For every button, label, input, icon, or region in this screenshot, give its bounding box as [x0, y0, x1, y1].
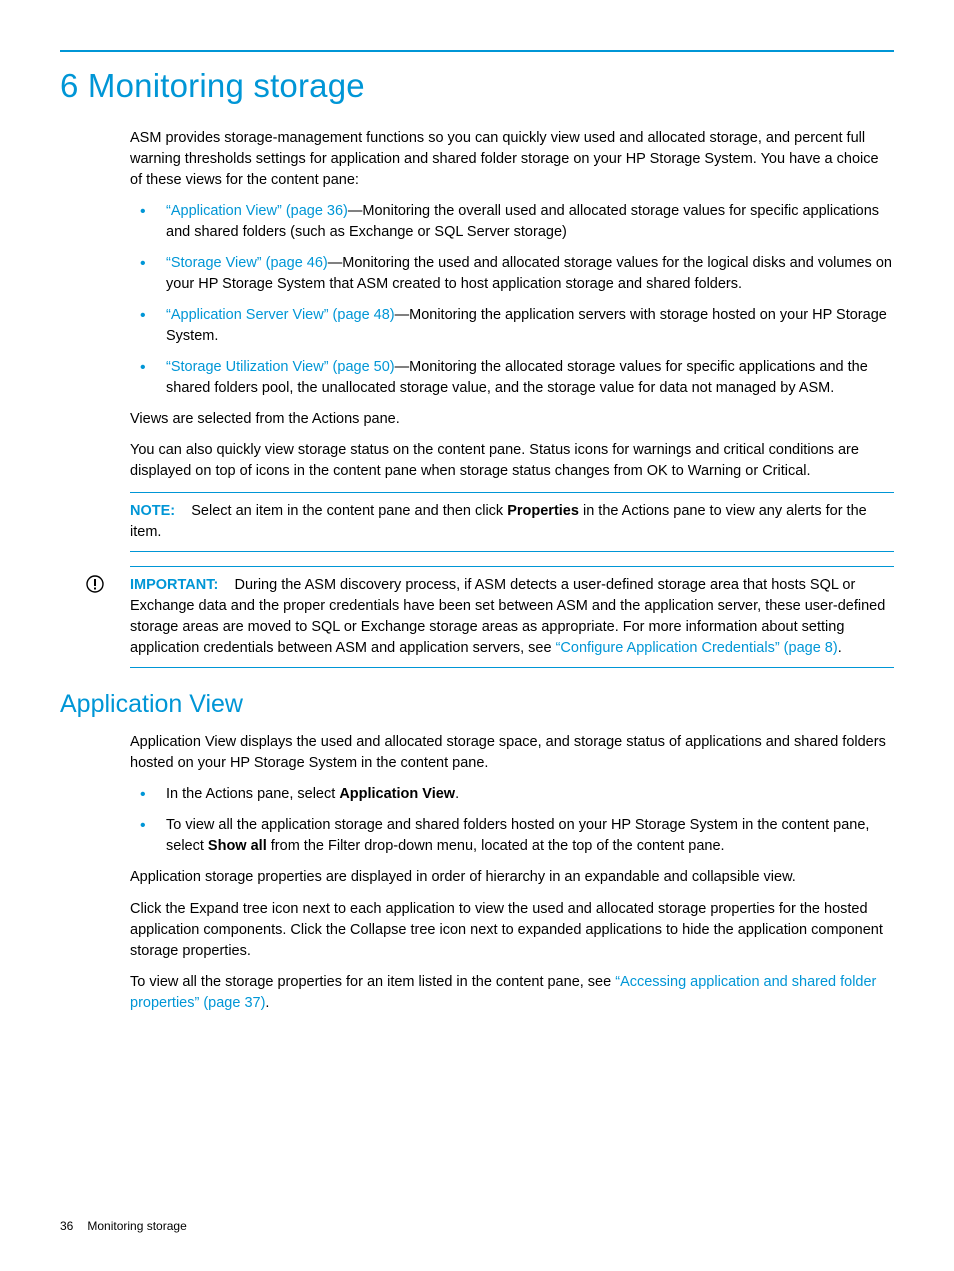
- intro-paragraph: ASM provides storage-management function…: [130, 128, 894, 191]
- section2-block: Application View displays the used and a…: [130, 732, 894, 1013]
- important-text: IMPORTANT: During the ASM discovery proc…: [130, 575, 894, 659]
- link-storage-view[interactable]: “Storage View” (page 46): [166, 255, 328, 271]
- b2-post: from the Filter drop-down menu, located …: [267, 838, 725, 854]
- important-icon: [86, 575, 104, 600]
- top-rule: [60, 50, 894, 52]
- p4-pre: To view all the storage properties for a…: [130, 974, 615, 990]
- important-label: IMPORTANT:: [130, 577, 218, 593]
- section2-p3: Click the Expand tree icon next to each …: [130, 899, 894, 962]
- section2-p2: Application storage properties are displ…: [130, 867, 894, 888]
- paragraph-views-selected: Views are selected from the Actions pane…: [130, 409, 894, 430]
- list-item: “Application Server View” (page 48)—Moni…: [130, 305, 894, 347]
- p4-post: .: [265, 995, 269, 1011]
- b2-bold: Show all: [208, 838, 267, 854]
- list-item: “Application View” (page 36)—Monitoring …: [130, 201, 894, 243]
- note-label: NOTE:: [130, 503, 175, 519]
- b1-bold: Application View: [339, 786, 455, 802]
- paragraph-status-icons: You can also quickly view storage status…: [130, 440, 894, 482]
- footer-label: Monitoring storage: [87, 1219, 186, 1233]
- note-text: NOTE: Select an item in the content pane…: [130, 501, 894, 543]
- list-item: In the Actions pane, select Application …: [130, 784, 894, 805]
- intro-block: ASM provides storage-management function…: [130, 128, 894, 552]
- link-application-server-view[interactable]: “Application Server View” (page 48): [166, 307, 395, 323]
- list-item: “Storage Utilization View” (page 50)—Mon…: [130, 357, 894, 399]
- section2-list: In the Actions pane, select Application …: [130, 784, 894, 857]
- section2-p4: To view all the storage properties for a…: [130, 972, 894, 1014]
- b1-post: .: [455, 786, 459, 802]
- link-storage-utilization-view[interactable]: “Storage Utilization View” (page 50): [166, 359, 395, 375]
- section-title-application-view: Application View: [60, 686, 894, 722]
- link-application-view[interactable]: “Application View” (page 36): [166, 203, 348, 219]
- note-bold: Properties: [507, 503, 579, 519]
- views-list: “Application View” (page 36)—Monitoring …: [130, 201, 894, 399]
- list-item: To view all the application storage and …: [130, 815, 894, 857]
- section2-p1: Application View displays the used and a…: [130, 732, 894, 774]
- b1-pre: In the Actions pane, select: [166, 786, 339, 802]
- note-pre: Select an item in the content pane and t…: [191, 503, 507, 519]
- list-item: “Storage View” (page 46)—Monitoring the …: [130, 253, 894, 295]
- page-footer: 36 Monitoring storage: [60, 1218, 187, 1235]
- link-configure-credentials[interactable]: “Configure Application Credentials” (pag…: [556, 640, 838, 656]
- chapter-title: 6 Monitoring storage: [60, 62, 894, 110]
- page-number: 36: [60, 1219, 73, 1233]
- note-block: NOTE: Select an item in the content pane…: [130, 492, 894, 552]
- important-post: .: [838, 640, 842, 656]
- important-block: IMPORTANT: During the ASM discovery proc…: [130, 566, 894, 668]
